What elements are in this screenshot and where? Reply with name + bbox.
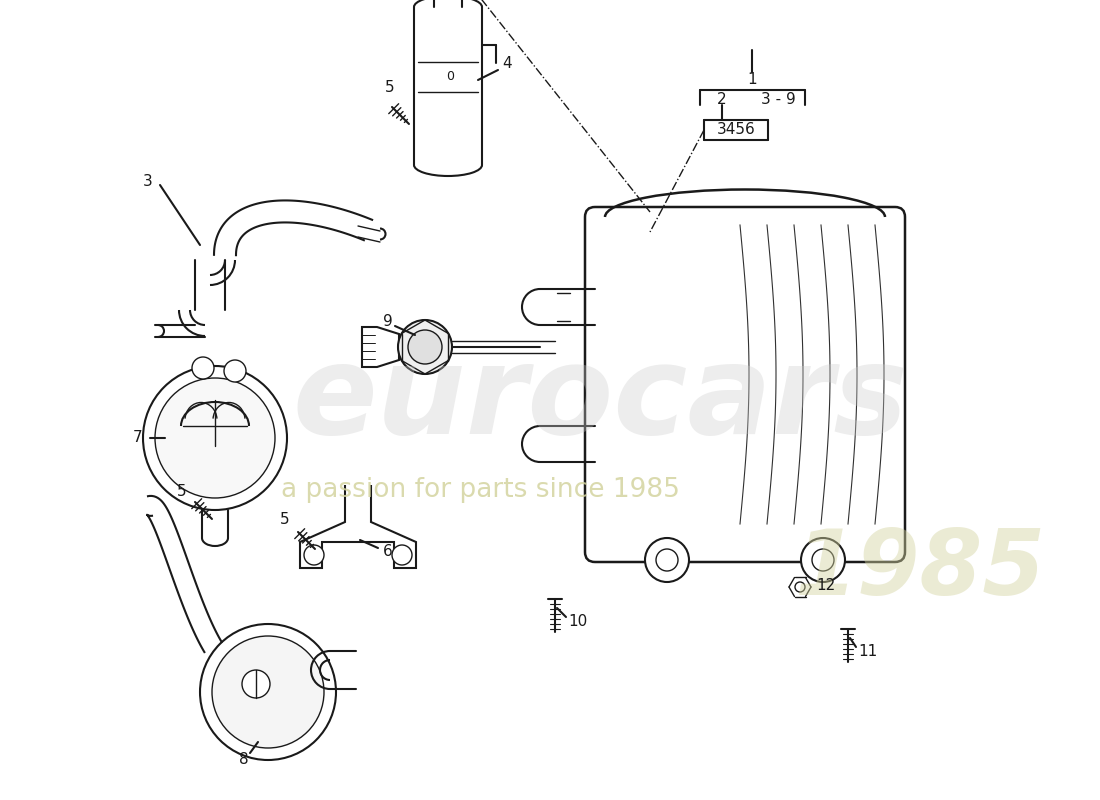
- Circle shape: [398, 320, 452, 374]
- Circle shape: [304, 545, 324, 565]
- Circle shape: [645, 538, 689, 582]
- Circle shape: [656, 549, 678, 571]
- FancyBboxPatch shape: [585, 207, 905, 562]
- Text: 1985: 1985: [794, 526, 1045, 614]
- Text: 10: 10: [569, 614, 587, 630]
- Circle shape: [143, 366, 287, 510]
- Circle shape: [795, 582, 805, 592]
- Text: 3: 3: [143, 174, 153, 190]
- Text: a passion for parts since 1985: a passion for parts since 1985: [280, 477, 680, 503]
- Circle shape: [224, 360, 246, 382]
- Text: 5: 5: [280, 513, 289, 527]
- Circle shape: [212, 636, 324, 748]
- Text: 3 - 9: 3 - 9: [760, 91, 795, 106]
- Circle shape: [155, 378, 275, 498]
- Text: eurocars: eurocars: [293, 339, 908, 461]
- Text: 11: 11: [858, 645, 878, 659]
- Text: 1: 1: [747, 73, 757, 87]
- Circle shape: [408, 330, 442, 364]
- Circle shape: [801, 538, 845, 582]
- Text: 7: 7: [133, 430, 143, 446]
- Text: 8: 8: [239, 753, 249, 767]
- Text: 0: 0: [446, 70, 454, 83]
- Circle shape: [200, 624, 336, 760]
- Circle shape: [392, 545, 412, 565]
- Circle shape: [192, 357, 215, 379]
- Circle shape: [812, 549, 834, 571]
- Text: 5: 5: [177, 485, 187, 499]
- Text: 5: 5: [385, 81, 395, 95]
- Polygon shape: [362, 327, 399, 367]
- Text: 12: 12: [816, 578, 836, 593]
- Text: 6: 6: [383, 545, 393, 559]
- Text: 9: 9: [383, 314, 393, 330]
- Text: 2: 2: [717, 91, 727, 106]
- Circle shape: [242, 670, 270, 698]
- Text: 3456: 3456: [716, 122, 756, 138]
- Text: 4: 4: [503, 57, 512, 71]
